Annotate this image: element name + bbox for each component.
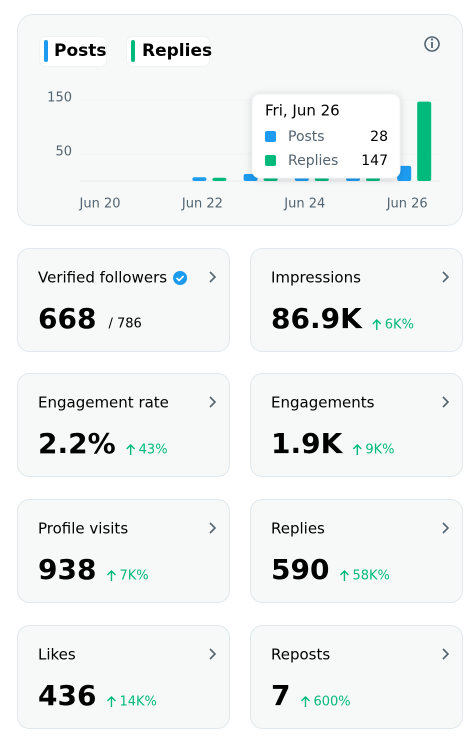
legend-label: Replies xyxy=(142,41,212,61)
tooltip-swatch xyxy=(265,131,276,142)
card-title: Engagements xyxy=(271,394,375,412)
card-change: 43% xyxy=(139,443,168,458)
card-title: Impressions xyxy=(271,269,361,287)
bar xyxy=(212,177,227,181)
chevron xyxy=(442,648,450,660)
stat-card[interactable]: Engagements 1.9K 9K% xyxy=(250,373,463,477)
chevron xyxy=(442,396,450,408)
tooltip-value: 147 xyxy=(361,153,388,169)
tooltip: Fri, Jun 26 Posts 28 Replies 147 xyxy=(251,93,401,179)
card-title: Likes xyxy=(38,646,76,664)
card-value: 86.9K xyxy=(271,302,363,335)
tooltip-title: Fri, Jun 26 xyxy=(265,102,340,120)
info-icon[interactable] xyxy=(424,36,440,52)
card-title: Profile visits xyxy=(38,520,128,538)
verified-badge xyxy=(173,271,188,285)
stat-card[interactable]: Likes 436 14K% xyxy=(17,625,230,729)
card-change: 6K% xyxy=(385,318,414,333)
legend-label: Posts xyxy=(54,41,107,61)
bar xyxy=(314,177,329,181)
tooltip-swatch xyxy=(265,155,276,166)
card-change: 14K% xyxy=(119,695,156,710)
bar xyxy=(192,177,207,181)
stat-card[interactable]: Profile visits 938 7K% xyxy=(17,499,230,603)
tooltip-series: Posts xyxy=(288,129,325,145)
card-background xyxy=(17,248,230,352)
up-arrow xyxy=(106,570,116,581)
up-arrow xyxy=(126,444,136,455)
card-background xyxy=(250,373,463,477)
stat-card[interactable]: Impressions 86.9K 6K% xyxy=(250,248,463,352)
tooltip-value: 28 xyxy=(370,129,388,145)
legend-chip[interactable] xyxy=(39,36,107,67)
stat-card[interactable]: Verified followers 668 / 786 xyxy=(17,248,230,352)
card-value: 1.9K xyxy=(271,427,344,460)
bar xyxy=(263,177,278,181)
card-background xyxy=(17,499,230,603)
x-tick-label: Jun 26 xyxy=(386,197,428,212)
card-background xyxy=(17,625,230,729)
y-tick-label: 150 xyxy=(47,91,72,106)
chevron xyxy=(209,648,217,660)
chevron xyxy=(209,522,217,534)
card-title: Engagement rate xyxy=(38,394,169,412)
card-change: 7K% xyxy=(119,569,148,584)
card-title: Replies xyxy=(271,520,325,538)
x-tick-label: Jun 22 xyxy=(181,197,223,212)
chevron xyxy=(209,271,217,283)
card-value: 7 xyxy=(271,679,290,712)
card-value: 668 xyxy=(38,302,96,335)
chevron xyxy=(442,522,450,534)
bar xyxy=(366,177,380,181)
legend-swatch xyxy=(44,40,48,62)
card-value: 436 xyxy=(38,679,96,712)
card-background xyxy=(250,625,463,729)
stat-card[interactable]: Replies 590 58K% xyxy=(250,499,463,603)
chevron xyxy=(209,396,217,408)
card-change: 9K% xyxy=(365,443,394,458)
up-arrow xyxy=(339,570,349,581)
x-tick-label: Jun 20 xyxy=(79,197,121,212)
verified-check xyxy=(176,275,185,282)
card-value: 590 xyxy=(271,553,329,586)
x-tick-label: Jun 24 xyxy=(283,197,325,212)
card-background xyxy=(17,373,230,477)
card-change: 58K% xyxy=(352,569,389,584)
legend-swatch xyxy=(131,40,135,62)
up-arrow xyxy=(372,319,382,330)
stat-card[interactable]: Reposts 7 600% xyxy=(250,625,463,729)
stat-card[interactable]: Engagement rate 2.2% 43% xyxy=(17,373,230,477)
up-arrow xyxy=(300,696,310,707)
card-value: 938 xyxy=(38,553,96,586)
y-tick-label: 50 xyxy=(55,145,72,160)
card-title: Reposts xyxy=(271,646,330,664)
up-arrow xyxy=(106,696,116,707)
tooltip-series: Replies xyxy=(288,153,338,169)
bar xyxy=(397,165,412,181)
chevron xyxy=(442,271,450,283)
card-total: / 786 xyxy=(108,317,141,332)
card-value: 2.2% xyxy=(38,427,116,460)
card-background xyxy=(250,248,463,352)
card-title: Verified followers xyxy=(38,269,167,287)
card-background xyxy=(250,499,463,603)
legend-chip[interactable] xyxy=(126,36,210,67)
card-change: 600% xyxy=(313,695,350,710)
bar xyxy=(417,101,432,181)
up-arrow xyxy=(352,444,362,455)
